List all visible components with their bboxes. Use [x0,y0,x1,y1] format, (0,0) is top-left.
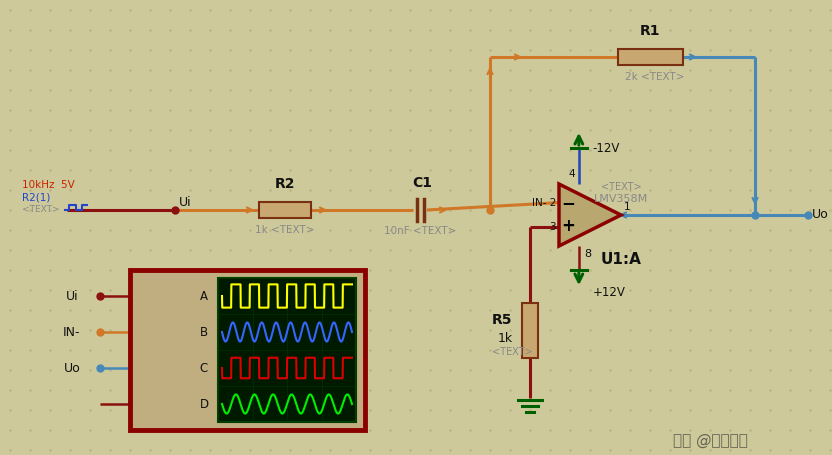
Bar [218,278,356,422]
Text: Uo: Uo [812,208,829,222]
Text: −: − [562,193,575,212]
Text: 1k: 1k [498,332,513,344]
Text: D: D [200,398,209,410]
Polygon shape [559,184,621,246]
Bar [259,202,311,218]
Text: 10nF <TEXT>: 10nF <TEXT> [384,226,456,236]
Text: Ui: Ui [179,196,191,208]
Text: R5: R5 [492,313,513,327]
Text: 1k <TEXT>: 1k <TEXT> [255,225,314,235]
Text: <TEXT>: <TEXT> [492,347,532,357]
Bar [617,49,682,65]
Text: 8: 8 [584,249,591,259]
Text: U1:A: U1:A [601,253,641,268]
Text: A: A [200,289,208,303]
Text: <TEXT>: <TEXT> [22,204,60,213]
Text: Uo: Uo [63,362,81,374]
Text: <TEXT>: <TEXT> [601,182,641,192]
Text: 知乎 @电子百科: 知乎 @电子百科 [672,433,747,448]
Text: C: C [200,362,208,374]
Text: 4: 4 [568,169,575,179]
Text: IN-: IN- [63,325,81,339]
Bar [522,303,538,358]
Text: -12V: -12V [593,142,620,155]
Text: 10kHz  5V: 10kHz 5V [22,180,75,190]
Text: R2(1): R2(1) [22,192,51,202]
Text: +12V: +12V [593,285,626,298]
Text: 3: 3 [549,222,556,233]
Text: +: + [562,217,575,235]
Text: IN- 2: IN- 2 [532,197,556,207]
Bar [130,270,365,430]
Text: R1: R1 [640,24,661,38]
Text: C1: C1 [412,176,432,190]
Text: B: B [200,325,208,339]
Text: 2k <TEXT>: 2k <TEXT> [626,72,685,82]
Text: R2: R2 [275,177,295,191]
Text: 1: 1 [624,202,631,212]
Text: Ui: Ui [66,289,78,303]
Text: LMV358M: LMV358M [594,194,648,204]
